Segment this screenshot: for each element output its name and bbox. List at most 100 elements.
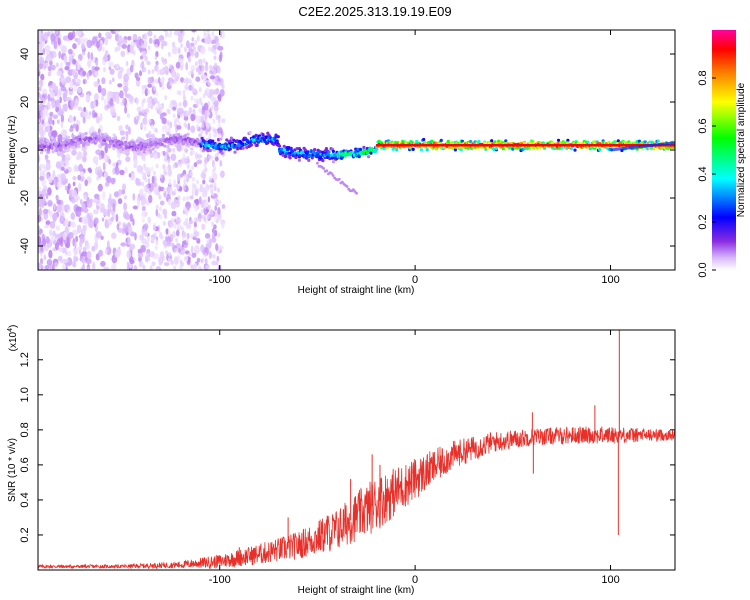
spectrogram-cell: [204, 233, 211, 239]
spectrogram-cell: [139, 70, 142, 77]
spectrogram-cell: [211, 221, 215, 227]
spectrogram-cell: [89, 198, 93, 203]
spectrogram-cell: [321, 159, 325, 163]
spectrogram-cell: [124, 105, 127, 114]
spectrogram-cell: [140, 138, 144, 142]
spectrogram-cell: [162, 220, 166, 226]
spectrogram-cell: [68, 128, 74, 132]
spectrogram-cell: [200, 102, 204, 108]
spectrogram-cell: [65, 178, 68, 184]
spectrogram-cell: [213, 197, 217, 203]
spectrogram-cell: [203, 102, 209, 111]
spectrogram-cell: [183, 174, 187, 179]
spectrogram-cell: [164, 128, 168, 133]
spectrogram-cell: [129, 64, 134, 73]
spectrogram-cell: [200, 46, 206, 55]
spectrogram-cell: [190, 95, 194, 101]
spectrogram-cell: [187, 122, 191, 131]
spectrogram-cell: [205, 264, 210, 270]
spectrogram-cell: [82, 246, 87, 252]
spectrogram-cell: [518, 146, 522, 150]
spectrogram-cell: [143, 165, 147, 171]
spectrogram-cell: [151, 81, 155, 87]
spectrogram-cell: [180, 77, 184, 83]
spectrogram-cell: [41, 119, 45, 125]
spectrogram-cell: [220, 151, 224, 155]
spectrogram-cell: [143, 153, 147, 157]
spectrogram-cell: [88, 111, 92, 116]
spectrogram-cell: [72, 229, 78, 236]
spectrogram-cell: [169, 30, 173, 36]
spectrogram-cell: [201, 257, 205, 263]
spectrogram-cell: [62, 104, 66, 111]
spectrogram-cell: [196, 154, 203, 159]
spectrogram-cell: [74, 85, 77, 92]
spectrogram-cell: [151, 261, 156, 267]
spectrogram-cell: [142, 156, 146, 162]
spectrogram-cell: [375, 147, 379, 151]
spectrogram-cell: [354, 147, 358, 151]
spectrogram-cell: [211, 31, 215, 37]
colorbar-label: Normalized spectral amplitude: [736, 82, 747, 217]
spectrogram-cell: [76, 64, 81, 71]
spectrogram-cell: [511, 147, 515, 151]
spectrogram-cell: [362, 145, 366, 149]
spectrogram-cell: [64, 96, 71, 102]
spectrogram-cell: [92, 156, 99, 164]
spectrogram-cell: [41, 104, 44, 111]
spectrogram-cell: [211, 139, 215, 143]
spectrogram-cell: [155, 208, 159, 217]
spectrogram-cell: [188, 56, 191, 63]
spectrogram-cell: [187, 78, 191, 84]
spectrogram-cell: [140, 166, 144, 172]
spectrogram-cell: [73, 116, 76, 122]
spectrogram-cell: [98, 32, 102, 39]
spectrogram-cell: [151, 175, 155, 184]
spectrogram-cell: [469, 139, 473, 144]
spectrogram-cell: [161, 80, 164, 86]
spectrogram-cell: [191, 37, 195, 42]
spectrogram-cell: [425, 148, 429, 152]
spectrogram-cell: [656, 139, 660, 143]
spectrogram-cell: [159, 186, 165, 192]
spectrogram-cell: [147, 30, 153, 37]
spectrogram-cell: [75, 97, 79, 106]
spectrogram-cell: [107, 209, 111, 218]
spectrogram-cell: [43, 254, 47, 261]
spectrogram-cell: [81, 250, 88, 257]
spectrogram-cell: [85, 94, 91, 103]
spectrogram-cell: [79, 37, 85, 44]
spectrogram-cell: [112, 202, 116, 212]
spectrogram-cell: [117, 35, 123, 45]
spectrogram-cell: [105, 104, 112, 109]
spectrogram-cell: [198, 217, 202, 223]
spectrogram-cell: [50, 33, 56, 42]
spectrogram-cell: [395, 148, 399, 152]
spectrogram-cell: [191, 150, 195, 155]
spectrogram-cell: [217, 207, 221, 215]
spectrogram-cell: [67, 232, 74, 239]
x-tick-label: 0: [412, 274, 418, 286]
spectrogram-cell: [140, 55, 144, 60]
spectrogram-cell: [54, 85, 59, 94]
spectrogram-cell: [133, 264, 137, 270]
spectrogram-cell: [172, 147, 176, 153]
spectrogram-cell: [93, 66, 100, 71]
spectrogram-cell: [63, 204, 70, 211]
spectrogram-cell: [204, 63, 209, 72]
spectrogram-cell: [213, 186, 217, 192]
spectrogram-cell: [64, 143, 68, 147]
spectrogram-cell: [138, 111, 144, 116]
spectrogram-cell: [310, 156, 314, 160]
spectrogram-cell: [180, 34, 184, 40]
spectrogram-cell: [355, 191, 358, 195]
spectrogram-cell: [72, 69, 76, 77]
spectrogram-cell: [38, 186, 42, 192]
spectrogram-cell: [165, 165, 169, 171]
spectrogram-cell: [112, 144, 116, 148]
spectrogram-cell: [504, 139, 508, 143]
spectrogram-cell: [215, 260, 219, 266]
spectrogram-cell: [181, 235, 185, 241]
spectrogram-cell: [92, 198, 99, 204]
spectrogram-cell: [38, 236, 42, 245]
